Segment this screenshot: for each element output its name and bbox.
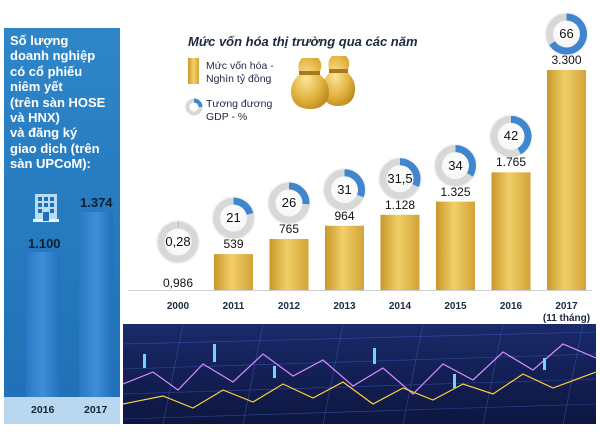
- gdp-value-2015: 34: [448, 157, 463, 173]
- panel-text-line: Số lượng: [10, 33, 69, 48]
- year-label-2014: 2014: [388, 301, 412, 312]
- market-cap-bar-2015: [436, 201, 475, 290]
- gdp-ring-2016: [489, 114, 533, 159]
- market-cap-value-2000: 0,986: [162, 276, 194, 290]
- gdp-value-2017: 66: [559, 26, 574, 41]
- gdp-value-2011: 21: [226, 210, 241, 226]
- legend-bar-label-line: Nghìn tỷ đồng: [206, 73, 272, 85]
- year-label-2012: 2012: [277, 301, 301, 312]
- gdp-ring-arc: [288, 182, 310, 205]
- panel-text-line: và đăng ký: [10, 125, 78, 141]
- gdp-ring-arc: [549, 13, 587, 55]
- market-cap-value-2013: 964: [334, 208, 355, 223]
- market-cap-value-2017: 3.300: [551, 53, 582, 67]
- legend-bar-label-line: Mức vốn hóa -: [206, 60, 274, 72]
- panel-text-line: niêm yết: [10, 79, 63, 95]
- gdp-ring-2014: [378, 156, 422, 201]
- gdp-ring-arc: [233, 197, 254, 216]
- market-cap-bar-2016: [491, 172, 531, 290]
- gdp-ring-2012: [267, 181, 311, 225]
- market-cap-bar-2011: [214, 254, 253, 290]
- gdp-ring-2017: [544, 12, 589, 56]
- left-value-2017: 1.374: [80, 195, 113, 210]
- gdp-ring-arc: [455, 145, 476, 177]
- year-label-2011: 2011: [222, 301, 245, 312]
- left-year-2017: 2017: [84, 404, 108, 416]
- year-sublabel-2017: (11 tháng): [542, 313, 591, 324]
- gdp-ring-2000: [156, 220, 200, 264]
- gdp-ring-arc: [399, 158, 421, 187]
- gdp-value-2013: 31: [337, 181, 352, 197]
- year-label-2013: 2013: [333, 301, 356, 312]
- legend-bar-swatch: [188, 58, 199, 84]
- panel-text-line: (trên sàn HOSE: [10, 94, 106, 110]
- market-cap-value-2012: 765: [278, 222, 300, 236]
- legend-bar-label: Mức vốn hóa - Nghìn tỷ đồng: [206, 60, 274, 86]
- gdp-ring-arc: [510, 115, 532, 155]
- legend-ring-label: Tương đương GDP - %: [206, 98, 272, 124]
- legend-ring-label-line: GDP - %: [206, 111, 248, 123]
- panel-text-line: có cổ phiếu: [10, 63, 83, 79]
- ticker-graphic: [123, 324, 596, 424]
- gdp-ring-2013: [322, 167, 367, 212]
- year-label-2017: 2017: [555, 301, 578, 312]
- panel-text-line: sàn UPCoM):: [10, 156, 91, 172]
- legend-ring-label-line: Tương đương: [206, 98, 273, 110]
- year-label-2015: 2015: [444, 301, 467, 312]
- stock-ticker-background: [123, 324, 596, 424]
- chart-title: Mức vốn hóa thị trường qua các năm: [188, 34, 418, 49]
- market-cap-value-2016: 1.765: [495, 155, 527, 170]
- market-cap-bar-2012: [269, 239, 309, 290]
- market-cap-bar-2014: [380, 214, 420, 290]
- year-label-2000: 2000: [166, 301, 190, 312]
- gdp-ring-2011: [211, 196, 256, 241]
- enterprise-count-text: Số lượng doanh nghiệp có cổ phiếu niêm y…: [10, 33, 120, 172]
- market-cap-value-2011: 539: [223, 237, 244, 252]
- left-value-2016: 1.100: [28, 236, 61, 251]
- market-cap-bar-2017: [547, 70, 586, 290]
- money-bag-icon: [291, 56, 356, 109]
- panel-text-line: doanh nghiệp: [10, 48, 96, 64]
- gdp-value-2014: 31,5: [387, 170, 413, 186]
- market-cap-bar-2013: [325, 225, 364, 290]
- market-cap-value-2014: 1.128: [384, 197, 416, 212]
- gdp-value-2016: 42: [503, 128, 519, 144]
- gdp-value-2000: 0,28: [165, 234, 191, 249]
- gdp-ring-arc: [344, 169, 365, 198]
- gdp-value-2012: 26: [281, 195, 297, 210]
- gdp-ring-2015: [433, 143, 478, 188]
- year-label-2016: 2016: [499, 301, 523, 312]
- left-year-2016: 2016: [31, 404, 55, 416]
- left-bar-2016: [26, 252, 60, 398]
- building-icon: [33, 194, 59, 222]
- market-cap-value-2015: 1.325: [440, 184, 471, 199]
- legend-ring-swatch: [185, 98, 203, 116]
- panel-text-line: và HNX): [10, 110, 60, 126]
- left-axis-band: [4, 397, 120, 424]
- panel-text-line: giao dịch (trên: [10, 140, 100, 156]
- left-bar-2017: [79, 212, 113, 398]
